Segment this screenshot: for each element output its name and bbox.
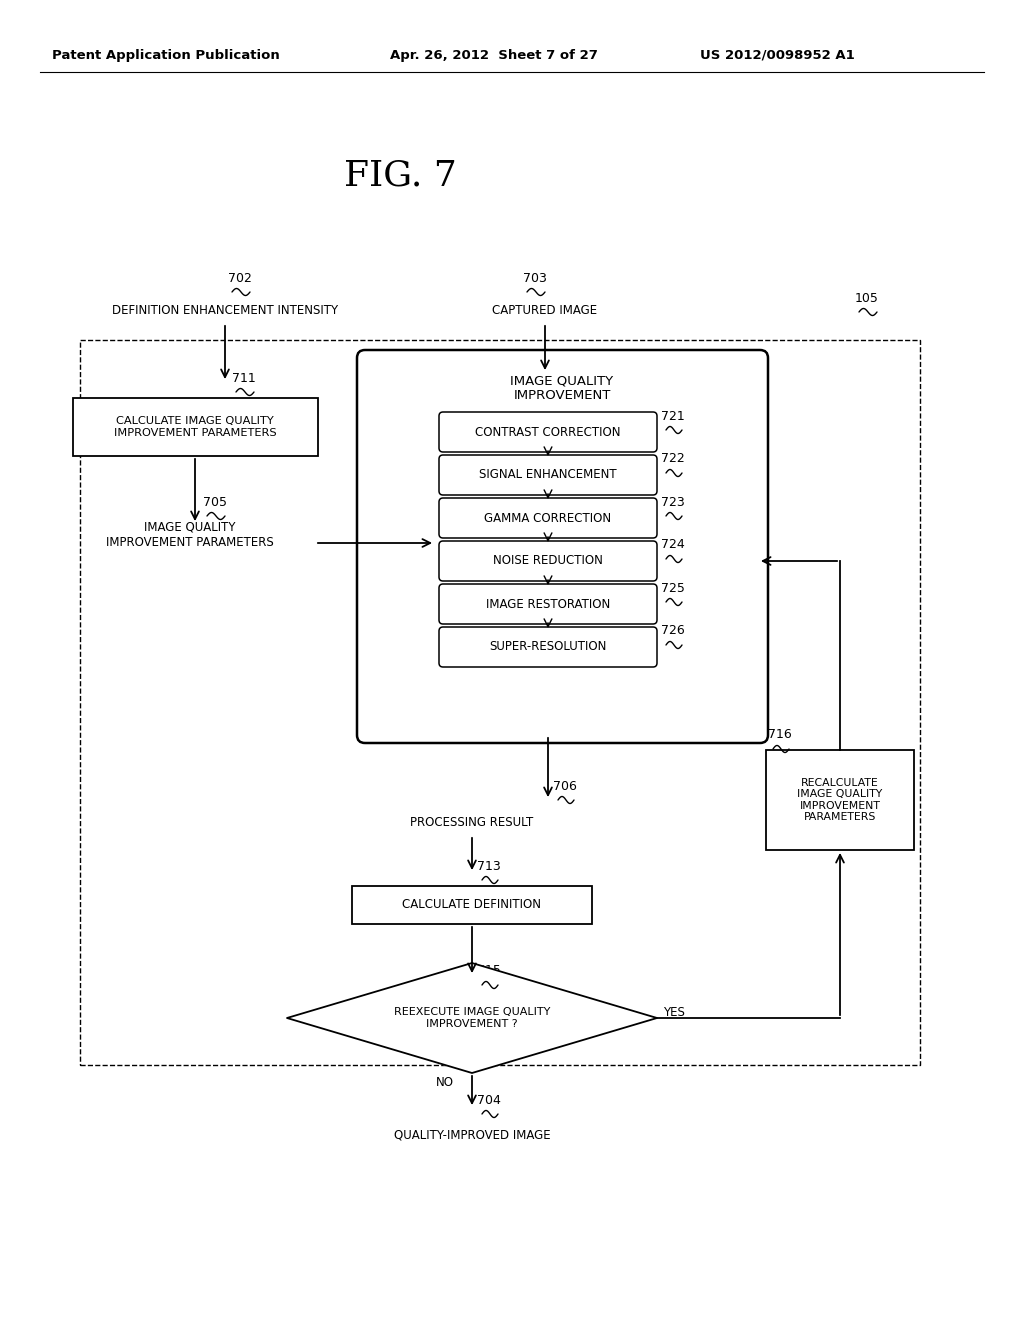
FancyBboxPatch shape bbox=[439, 498, 657, 539]
Text: CONTRAST CORRECTION: CONTRAST CORRECTION bbox=[475, 425, 621, 438]
Text: 723: 723 bbox=[662, 495, 685, 508]
Text: Patent Application Publication: Patent Application Publication bbox=[52, 49, 280, 62]
FancyBboxPatch shape bbox=[439, 455, 657, 495]
Text: IMAGE RESTORATION: IMAGE RESTORATION bbox=[485, 598, 610, 610]
FancyBboxPatch shape bbox=[439, 541, 657, 581]
Text: 721: 721 bbox=[662, 409, 685, 422]
Text: 725: 725 bbox=[662, 582, 685, 594]
Text: REEXECUTE IMAGE QUALITY
IMPROVEMENT ?: REEXECUTE IMAGE QUALITY IMPROVEMENT ? bbox=[394, 1007, 550, 1028]
Text: CALCULATE IMAGE QUALITY
IMPROVEMENT PARAMETERS: CALCULATE IMAGE QUALITY IMPROVEMENT PARA… bbox=[114, 416, 276, 438]
Text: IMAGE QUALITY
IMPROVEMENT PARAMETERS: IMAGE QUALITY IMPROVEMENT PARAMETERS bbox=[106, 521, 273, 549]
Text: 715: 715 bbox=[477, 965, 501, 978]
Text: 704: 704 bbox=[477, 1093, 501, 1106]
Text: 724: 724 bbox=[662, 539, 685, 552]
FancyBboxPatch shape bbox=[439, 412, 657, 451]
Text: 711: 711 bbox=[232, 371, 256, 384]
Text: PROCESSING RESULT: PROCESSING RESULT bbox=[411, 816, 534, 829]
Text: 705: 705 bbox=[203, 495, 227, 508]
Text: 726: 726 bbox=[662, 624, 685, 638]
Text: 716: 716 bbox=[768, 729, 792, 742]
Text: CAPTURED IMAGE: CAPTURED IMAGE bbox=[493, 304, 598, 317]
Polygon shape bbox=[287, 964, 657, 1073]
Bar bbox=[80, 341, 920, 1065]
Text: QUALITY-IMPROVED IMAGE: QUALITY-IMPROVED IMAGE bbox=[393, 1129, 550, 1142]
Text: 105: 105 bbox=[855, 292, 879, 305]
Text: SUPER-RESOLUTION: SUPER-RESOLUTION bbox=[489, 640, 606, 653]
Bar bbox=[352, 886, 592, 924]
Text: NOISE REDUCTION: NOISE REDUCTION bbox=[494, 554, 603, 568]
Text: IMAGE QUALITY
IMPROVEMENT: IMAGE QUALITY IMPROVEMENT bbox=[510, 374, 613, 403]
FancyBboxPatch shape bbox=[439, 583, 657, 624]
Text: 703: 703 bbox=[523, 272, 547, 285]
Bar bbox=[73, 399, 317, 455]
Text: NO: NO bbox=[436, 1077, 454, 1089]
FancyBboxPatch shape bbox=[357, 350, 768, 743]
FancyBboxPatch shape bbox=[439, 627, 657, 667]
Bar bbox=[766, 750, 914, 850]
Text: 702: 702 bbox=[228, 272, 252, 285]
Text: GAMMA CORRECTION: GAMMA CORRECTION bbox=[484, 511, 611, 524]
Text: 713: 713 bbox=[477, 859, 501, 873]
Text: RECALCULATE
IMAGE QUALITY
IMPROVEMENT
PARAMETERS: RECALCULATE IMAGE QUALITY IMPROVEMENT PA… bbox=[798, 777, 883, 822]
Text: 706: 706 bbox=[553, 780, 577, 792]
Text: SIGNAL ENHANCEMENT: SIGNAL ENHANCEMENT bbox=[479, 469, 616, 482]
Text: DEFINITION ENHANCEMENT INTENSITY: DEFINITION ENHANCEMENT INTENSITY bbox=[112, 304, 338, 317]
Text: US 2012/0098952 A1: US 2012/0098952 A1 bbox=[700, 49, 855, 62]
Text: YES: YES bbox=[663, 1006, 685, 1019]
Text: Apr. 26, 2012  Sheet 7 of 27: Apr. 26, 2012 Sheet 7 of 27 bbox=[390, 49, 598, 62]
Text: CALCULATE DEFINITION: CALCULATE DEFINITION bbox=[402, 899, 542, 912]
Text: 722: 722 bbox=[662, 453, 685, 466]
Text: FIG. 7: FIG. 7 bbox=[344, 158, 457, 191]
